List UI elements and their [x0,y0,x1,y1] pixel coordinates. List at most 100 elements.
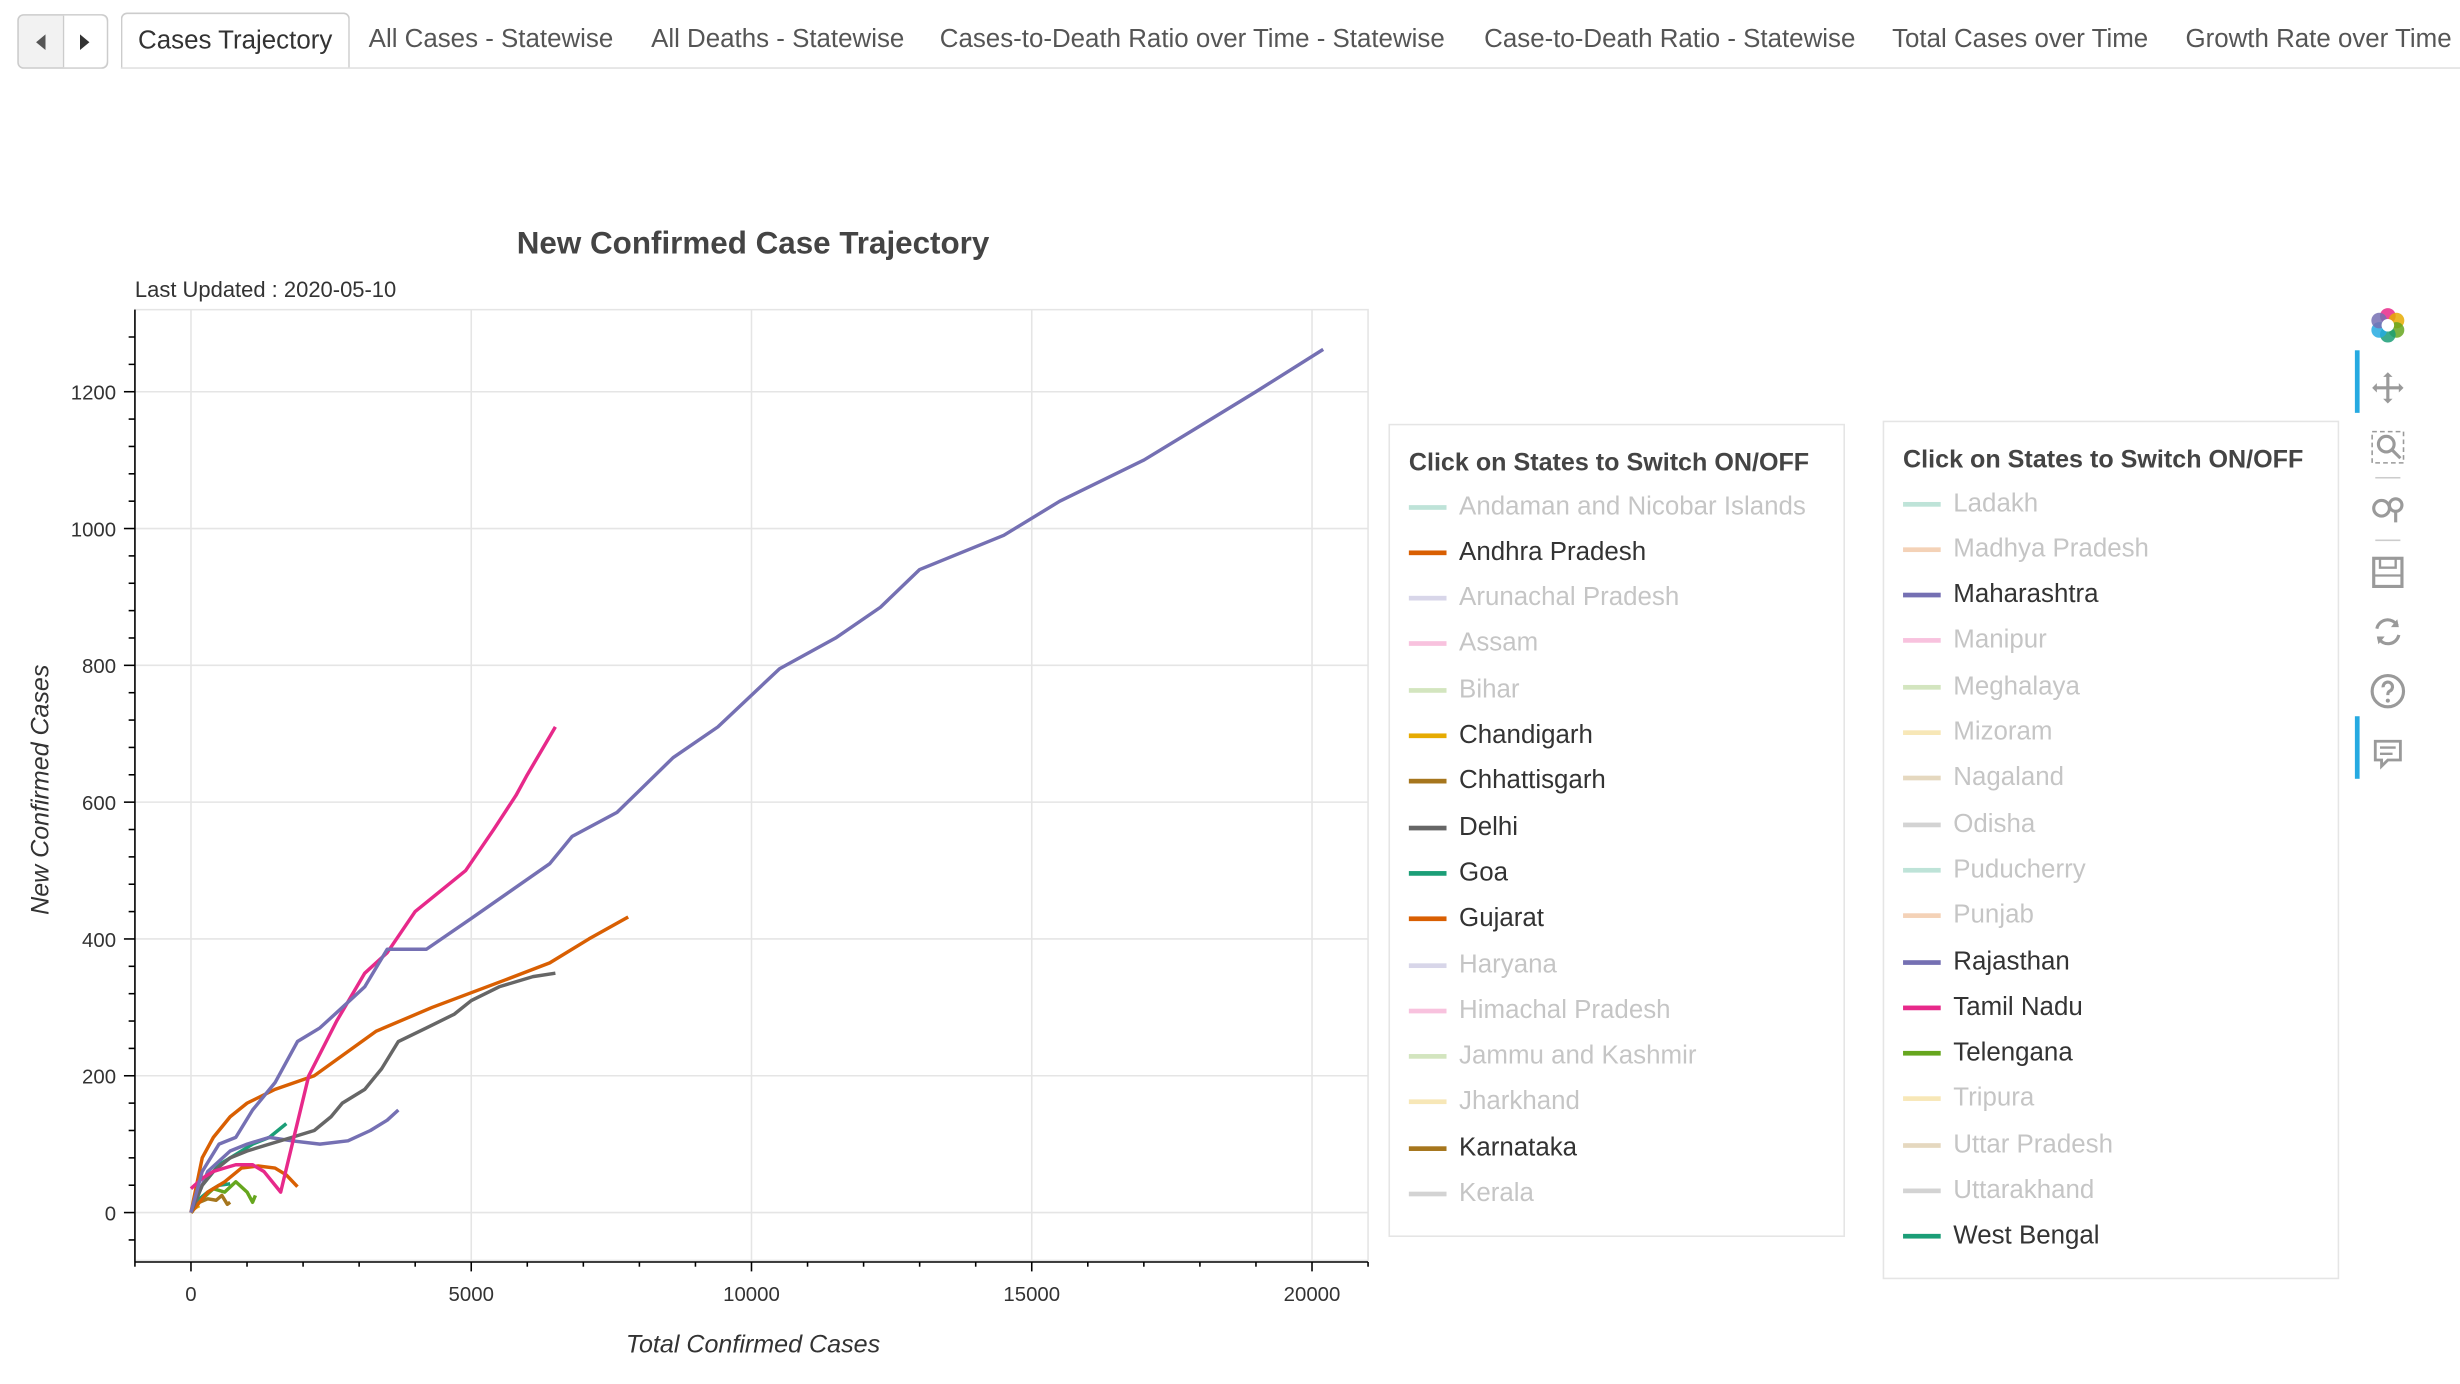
legend-label: Manipur [1953,626,2047,655]
legend-item-andaman-and-nicobar-islands[interactable]: Andaman and Nicobar Islands [1408,488,1806,526]
legend-item-andhra-pradesh[interactable]: Andhra Pradesh [1408,534,1647,572]
series-lines [189,347,1325,1214]
help-tool-button[interactable] [2366,669,2410,713]
tab-scroll-left-button[interactable] [19,16,62,68]
legend-label: Delhi [1459,812,1519,841]
legend-label: Telengana [1953,1038,2073,1067]
legend-item-uttarakhand[interactable]: Uttarakhand [1903,1172,2094,1210]
reset-tool-button[interactable] [2366,610,2410,654]
legend-item-gujarat[interactable]: Gujarat [1408,900,1544,938]
tab-scroll-controls [17,14,109,69]
legend-label: Jammu and Kashmir [1459,1041,1697,1070]
legend-swatch [1903,1234,1941,1240]
legend-item-himachal-pradesh[interactable]: Himachal Pradesh [1408,992,1671,1030]
tab-all-cases-statewise[interactable]: All Cases - Statewise [368,25,614,54]
legend-swatch [1903,913,1941,919]
legend-item-punjab[interactable]: Punjab [1903,897,2034,935]
series-line-tamil-nadu [189,726,557,1194]
legend-item-chhattisgarh[interactable]: Chhattisgarh [1408,763,1606,801]
legend-swatch [1408,733,1447,739]
legend-label: Bihar [1459,675,1520,704]
chart-title: New Confirmed Case Trajectory [516,226,990,262]
legend-item-bihar[interactable]: Bihar [1408,671,1520,709]
legend-label: Goa [1459,858,1508,887]
legend-item-rajasthan[interactable]: Rajasthan [1903,943,2070,981]
bokeh-logo-icon[interactable] [2366,303,2410,347]
legend-item-puducherry[interactable]: Puducherry [1903,851,2086,889]
chart-subtitle: Last Updated : 2020-05-10 [134,276,397,302]
tab-cases-trajectory[interactable]: Cases Trajectory [120,12,350,69]
series-line-delhi [189,971,556,1214]
legend-item-assam[interactable]: Assam [1408,625,1538,663]
tab-case-to-death-ratio-statewise[interactable]: Case-to-Death Ratio - Statewise [1484,25,1856,54]
y-tick-label: 800 [82,656,116,678]
hover-tool-button[interactable] [2354,716,2410,779]
legend-swatch [1408,1099,1447,1105]
wheel-zoom-tool-button[interactable] [2366,488,2410,532]
legend-item-madhya-pradesh[interactable]: Madhya Pradesh [1903,531,2149,569]
legend-label: Puducherry [1953,855,2086,884]
box-zoom-tool-button[interactable] [2366,425,2410,469]
x-axis-label: Total Confirmed Cases [626,1331,881,1359]
tab-scroll-right-button[interactable] [61,15,107,68]
legend-label: Haryana [1459,950,1557,979]
legend-right-title: Click on States to Switch ON/OFF [1903,447,2304,474]
legend-item-kerala[interactable]: Kerala [1408,1175,1534,1213]
legend-label: Andhra Pradesh [1459,537,1647,566]
legend-item-nagaland[interactable]: Nagaland [1903,760,2064,798]
legend-item-delhi[interactable]: Delhi [1408,809,1519,847]
legend-item-tamil-nadu[interactable]: Tamil Nadu [1903,989,2083,1027]
legend-swatch [1408,1008,1447,1014]
legend-item-karnataka[interactable]: Karnataka [1408,1129,1578,1167]
legend-label: Meghalaya [1953,671,2080,701]
help-icon [2370,674,2406,709]
legend-item-jharkhand[interactable]: Jharkhand [1408,1084,1580,1122]
x-tick-label: 0 [185,1284,196,1306]
legend-label: Madhya Pradesh [1953,534,2149,563]
legend-label: Maharashtra [1953,580,2099,609]
legend-swatch [1408,825,1447,830]
legend-label: Uttar Pradesh [1953,1130,2113,1159]
legend-item-west-bengal[interactable]: West Bengal [1903,1218,2100,1256]
legend-label: Chandigarh [1459,720,1593,750]
legend-label: Rajasthan [1953,946,2070,976]
legend-swatch [1903,1096,1941,1102]
legend-swatch [1903,1005,1941,1010]
legend-swatch [1408,779,1447,784]
legend-item-arunachal-pradesh[interactable]: Arunachal Pradesh [1408,580,1679,618]
legend-item-maharashtra[interactable]: Maharashtra [1903,576,2099,614]
legend-item-ladakh[interactable]: Ladakh [1903,485,2038,523]
legend-swatch [1408,641,1447,647]
legend-item-meghalaya[interactable]: Meghalaya [1903,668,2080,706]
series-line-gujarat [189,915,630,1213]
legend-item-telengana[interactable]: Telengana [1903,1035,2073,1073]
legend-label: Chhattisgarh [1459,766,1606,795]
legend-swatch [1903,547,1941,552]
pan-tool-button[interactable] [2354,350,2410,413]
legend-item-tripura[interactable]: Tripura [1903,1080,2034,1118]
legend-item-odisha[interactable]: Odisha [1903,806,2035,844]
tab-growth-rate-over-time[interactable]: Growth Rate over Time [2185,25,2452,54]
tab-total-cases-over-time[interactable]: Total Cases over Time [1892,25,2149,54]
legend-item-chandigarh[interactable]: Chandigarh [1408,717,1593,755]
legend-item-jammu-and-kashmir[interactable]: Jammu and Kashmir [1408,1038,1697,1076]
legend-item-haryana[interactable]: Haryana [1408,946,1557,984]
legend-label: Karnataka [1459,1133,1578,1162]
series-line-maharashtra [189,347,1325,1214]
legend-item-mizoram[interactable]: Mizoram [1903,714,2053,752]
legend-item-manipur[interactable]: Manipur [1903,622,2047,660]
legend-swatch [1903,1051,1941,1056]
legend-label: Tamil Nadu [1953,992,2083,1021]
legend-swatch [1903,638,1941,644]
legend-label: Uttarakhand [1953,1176,2095,1205]
legend-item-goa[interactable]: Goa [1408,854,1508,892]
legend-item-uttar-pradesh[interactable]: Uttar Pradesh [1903,1126,2113,1164]
legend-label: Jharkhand [1459,1087,1580,1116]
tab-cases-to-death-ratio-over-time[interactable]: Cases-to-Death Ratio over Time - Statewi… [939,25,1445,54]
tab-all-deaths-statewise[interactable]: All Deaths - Statewise [651,25,905,54]
legend-swatch [1903,501,1941,506]
toolbar-separator [2375,539,2401,542]
legend-label: Odisha [1953,809,2036,838]
chart-svg[interactable]: 0 5000 10000 15000 20000 0 200 400 600 800 1000 120… [0,297,1381,1376]
save-tool-button[interactable] [2366,550,2410,594]
